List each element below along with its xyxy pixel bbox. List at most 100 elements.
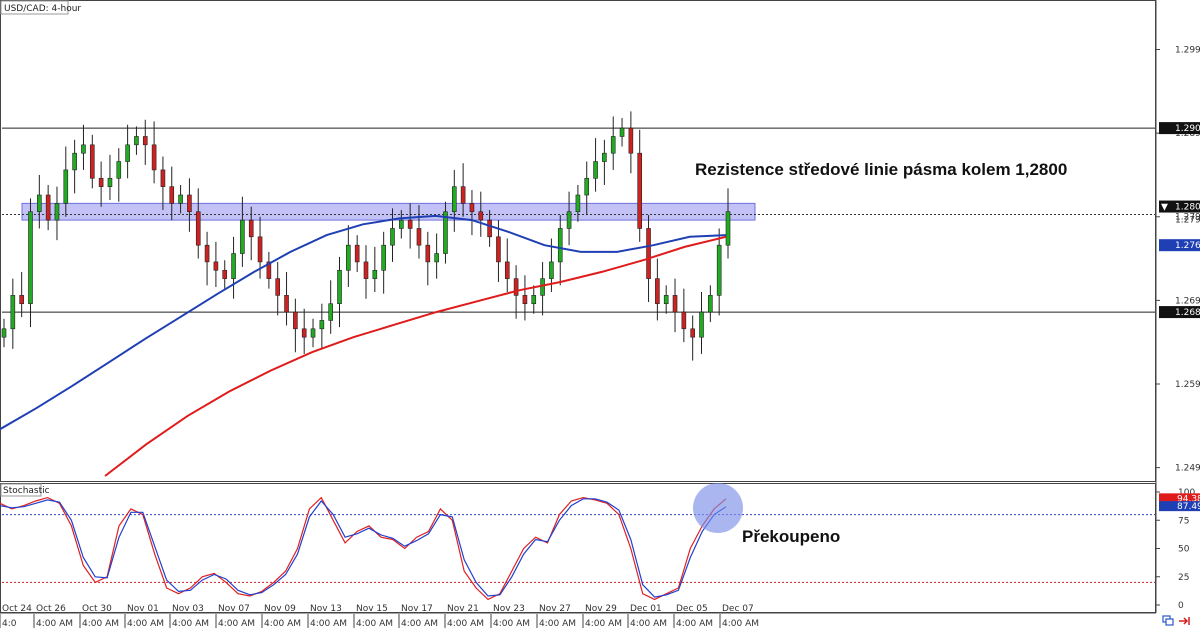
chart-title-box bbox=[0, 0, 69, 15]
level-1-2900-badge: 1.2900 bbox=[1175, 124, 1200, 134]
x-axis-date-label: Dec 01 bbox=[630, 604, 662, 614]
candle-body bbox=[522, 295, 528, 305]
candle-body bbox=[240, 219, 245, 254]
candle-body bbox=[655, 278, 660, 305]
resistance-annotation: Rezistence středové linie pásma kolem 1,… bbox=[695, 160, 1067, 179]
x-axis-date-label: Nov 03 bbox=[172, 604, 204, 614]
x-axis-date-label: Nov 15 bbox=[356, 604, 388, 614]
candle-body bbox=[399, 219, 404, 229]
candle-body bbox=[372, 269, 378, 279]
chart-title: USD/CAD: 4-hour bbox=[4, 4, 81, 14]
candle-body bbox=[487, 219, 492, 238]
axes-layer: 1.2994 1.2894 1.2794 1.2694 1.2594 1.2494 100 7… bbox=[0, 46, 1200, 628]
candle-body bbox=[672, 295, 678, 313]
candle-body bbox=[478, 211, 484, 221]
x-axis-date-label: Nov 01 bbox=[127, 604, 159, 614]
stochastic-panel-frame bbox=[0, 483, 1156, 613]
x-axis-time-label: 4:00 AM bbox=[218, 619, 255, 628]
x-axis-date-label: Nov 21 bbox=[447, 604, 479, 614]
stochastic-title: Stochastic bbox=[3, 486, 50, 496]
candle-body bbox=[98, 177, 104, 187]
candles-layer bbox=[1, 111, 731, 361]
x-axis-date-label: Nov 23 bbox=[493, 604, 525, 614]
candle-body bbox=[549, 261, 554, 279]
candle-body bbox=[513, 278, 519, 296]
stochastic-axis-label: 75 bbox=[1178, 516, 1189, 526]
candle-body bbox=[434, 253, 439, 263]
candle-body bbox=[681, 311, 687, 330]
x-axis-time-label: 4:00 AM bbox=[401, 619, 438, 628]
candle-body bbox=[637, 152, 643, 229]
candle-body bbox=[10, 295, 16, 330]
stoch_d-line bbox=[0, 498, 727, 598]
x-axis-date-label: Nov 29 bbox=[585, 604, 617, 614]
candle-body bbox=[496, 236, 501, 263]
current-price-badge-bg bbox=[1159, 200, 1200, 213]
x-axis-date-label: Oct 26 bbox=[36, 604, 66, 614]
stochastic-axis-label: 0 bbox=[1178, 601, 1184, 611]
x-axis-time-label: 4:00 AM bbox=[356, 619, 393, 628]
price-axis-label: 1.2594 bbox=[1175, 380, 1200, 390]
horizontal-lines-layer bbox=[2, 127, 1155, 313]
candle-body bbox=[699, 311, 704, 338]
price-label-1-2794: 1.2794 bbox=[1175, 216, 1200, 226]
candle-body bbox=[451, 186, 457, 213]
candle-body bbox=[284, 295, 289, 313]
x-axis-date-label: Nov 09 bbox=[264, 604, 296, 614]
candle-body bbox=[328, 303, 333, 321]
candle-body bbox=[346, 244, 351, 271]
sma100-line bbox=[0, 214, 727, 431]
candle-body bbox=[178, 194, 183, 204]
candle-body bbox=[310, 328, 316, 338]
candle-body bbox=[151, 144, 157, 171]
candle-body bbox=[81, 144, 86, 154]
candle-body bbox=[248, 219, 254, 238]
x-axis-time-label: 4:00 AM bbox=[676, 619, 713, 628]
x-axis-date-label: Nov 17 bbox=[401, 604, 433, 614]
dual-window-icon[interactable] bbox=[1162, 615, 1174, 626]
candle-body bbox=[257, 236, 263, 263]
candle-body bbox=[646, 228, 651, 279]
price-axis-label: 1.2894 bbox=[1175, 129, 1200, 139]
x-axis-time-label: 4:00 AM bbox=[172, 619, 209, 628]
candle-body bbox=[72, 152, 77, 171]
overbought-annotation: Překoupeno bbox=[742, 527, 840, 546]
stochastic-layer bbox=[0, 496, 1155, 601]
moving-averages-layer bbox=[0, 214, 727, 477]
candle-body bbox=[575, 194, 581, 213]
x-axis-time-label: 4:00 AM bbox=[127, 619, 164, 628]
candle-body bbox=[610, 136, 616, 154]
candle-body bbox=[125, 144, 130, 162]
x-axis-date-label: Dec 07 bbox=[722, 604, 754, 614]
current-price-marker-icon: ▼ bbox=[1161, 203, 1168, 213]
candle-body bbox=[690, 328, 695, 338]
x-axis-time-label: 4:00 AM bbox=[630, 619, 667, 628]
current-price-badge: 1.2805 bbox=[1175, 203, 1200, 213]
candle-body bbox=[628, 127, 634, 154]
stochastic-title-box[interactable] bbox=[0, 483, 42, 497]
candle-body bbox=[593, 161, 598, 179]
stochastic-axis-label: 50 bbox=[1178, 545, 1190, 555]
x-axis-date-label: Oct 30 bbox=[82, 604, 112, 614]
candle-body bbox=[213, 261, 219, 271]
candle-body bbox=[416, 228, 422, 246]
candle-body bbox=[708, 295, 713, 313]
x-axis-time-label: 4:00 AM bbox=[493, 619, 530, 628]
candle-body bbox=[363, 261, 369, 279]
candle-body bbox=[1, 328, 7, 338]
x-axis-time-label: 4:0 bbox=[2, 619, 17, 628]
candle-body bbox=[407, 219, 413, 229]
level-1-2680-badge: 1.2680 bbox=[1175, 308, 1200, 318]
x-axis-time-label: 4:00 AM bbox=[585, 619, 622, 628]
candle-body bbox=[195, 211, 201, 246]
candle-body bbox=[293, 311, 298, 330]
candle-body bbox=[37, 194, 42, 213]
candle-body bbox=[663, 295, 669, 305]
price-axis-label: 1.2794 bbox=[1175, 213, 1200, 223]
level-1-2900-badge-bg bbox=[1159, 122, 1200, 135]
sma100-value-badge: 1.2760 bbox=[1175, 241, 1200, 251]
candle-body bbox=[337, 269, 342, 305]
arrow-exit-icon[interactable] bbox=[1179, 617, 1190, 625]
stochastic-axis-label: 100 bbox=[1178, 488, 1195, 498]
